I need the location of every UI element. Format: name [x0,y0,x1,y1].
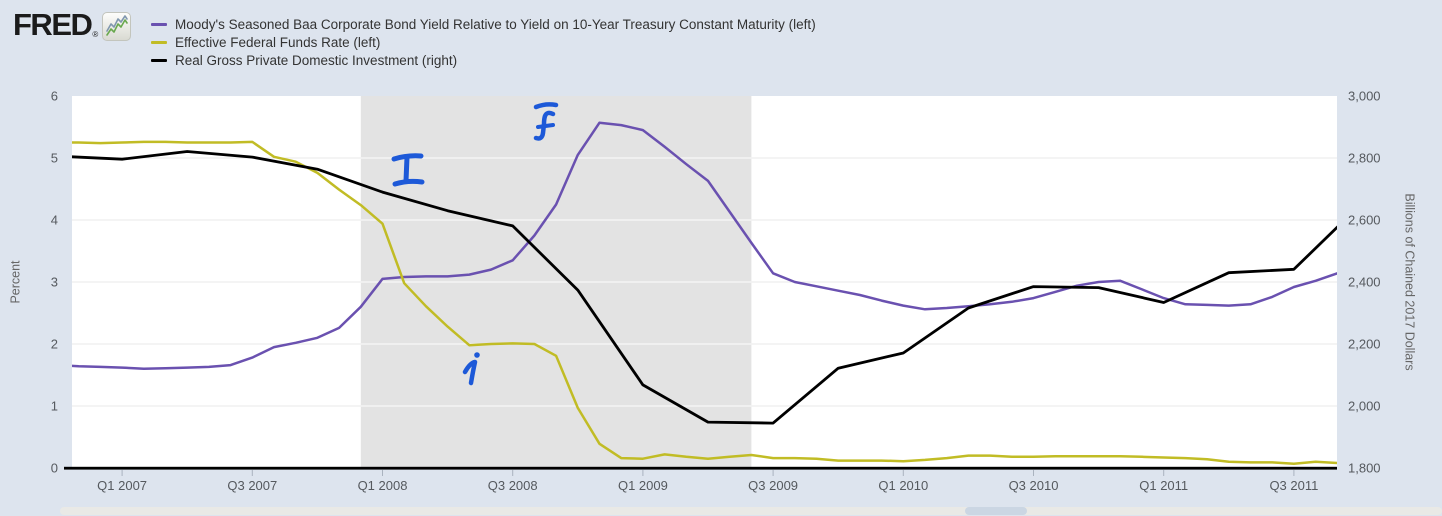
left-tick-label: 5 [51,151,58,166]
left-tick-label: 3 [51,275,58,290]
legend-item-baa-spread: Moody's Seasoned Baa Corporate Bond Yiel… [151,15,816,33]
legend-swatch-black [151,58,167,62]
fred-logo: FRED ® [13,7,132,42]
x-tick-label: Q1 2009 [618,478,668,493]
x-tick-label: Q1 2008 [358,478,408,493]
left-tick-label: 1 [51,399,58,414]
x-tick-label: Q1 2011 [1139,478,1188,493]
legend-label: Moody's Seasoned Baa Corporate Bond Yiel… [175,16,816,32]
series-lines [72,121,1337,465]
x-tick-label: Q1 2007 [97,478,147,493]
x-tick-label: Q1 2010 [878,478,928,493]
line-baa-spread [72,121,1337,371]
left-tick-label: 4 [51,213,58,228]
legend-swatch-yellow [151,40,167,44]
legend-item-fed-funds: Effective Federal Funds Rate (left) [151,33,816,51]
fred-logo-text: FRED [13,7,93,42]
date-range-scrollbar[interactable] [60,507,1442,515]
left-tick-label: 0 [51,461,58,476]
x-tick-label: Q3 2010 [1009,478,1059,493]
right-tick-label: 2,200 [1348,337,1381,352]
registered-trademark-icon: ® [92,30,99,39]
legend-swatch-purple [151,22,167,26]
right-tick-label: 3,000 [1348,89,1381,104]
right-tick-label: 1,800 [1348,461,1381,476]
legend-label: Effective Federal Funds Rate (left) [175,34,381,50]
x-axis-line [64,466,1337,470]
x-tick-label: Q3 2008 [488,478,538,493]
left-tick-label: 2 [51,337,58,352]
legend-item-investment: Real Gross Private Domestic Investment (… [151,51,816,69]
annotation-lowercase-i [462,352,480,386]
line-real-investment [72,150,1337,425]
left-tick-label: 6 [51,89,58,104]
scrollbar-thumb[interactable] [965,507,1027,515]
right-tick-label: 2,800 [1348,151,1381,166]
chart-legend: Moody's Seasoned Baa Corporate Bond Yiel… [151,15,816,69]
x-tick-label: Q3 2009 [748,478,798,493]
right-tick-label: 2,400 [1348,275,1381,290]
right-tick-label: 2,600 [1348,213,1381,228]
annotation-f-bar [533,102,559,141]
legend-label: Real Gross Private Domestic Investment (… [175,52,458,68]
sparkline-icon [102,12,132,41]
x-tick-label: Q3 2011 [1269,478,1318,493]
right-tick-label: 2,000 [1348,399,1381,414]
annotation-capital-I [391,153,425,187]
x-tick-label: Q3 2007 [227,478,277,493]
line-fed-funds [72,140,1337,465]
